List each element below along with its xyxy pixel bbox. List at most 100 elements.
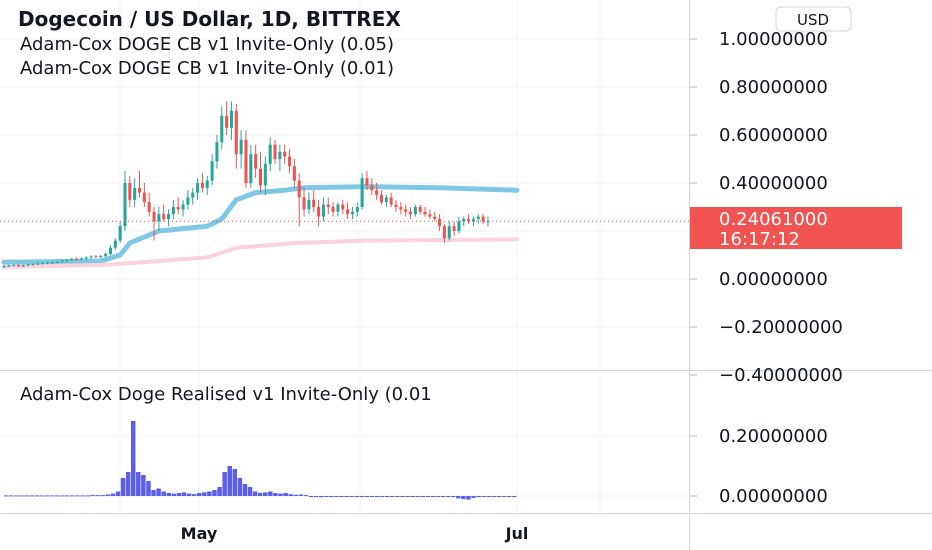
chart-legend: Dogecoin / US Dollar, 1D, BITTREX Adam-C… — [18, 7, 401, 79]
candle-body — [442, 226, 446, 239]
y-tick-label: −0.20000000 — [719, 317, 843, 338]
candle-body — [94, 256, 98, 258]
histogram-bar — [156, 488, 161, 496]
histogram-bar — [171, 493, 177, 496]
candle-body — [273, 144, 277, 159]
candle-body — [452, 226, 456, 231]
candle-body — [79, 258, 83, 260]
candle-body — [263, 163, 267, 186]
histogram-bar — [476, 496, 481, 498]
time-axis[interactable]: May Jul — [181, 524, 529, 543]
candle-body — [365, 178, 369, 186]
histogram-bar — [273, 493, 278, 496]
candle-body — [321, 204, 325, 217]
candle-body — [113, 240, 117, 248]
candle-body — [467, 219, 471, 222]
y-tick-label: 0.20000000 — [719, 426, 828, 447]
histogram-bar — [151, 490, 156, 496]
histogram-bar — [313, 496, 319, 497]
candle-body — [234, 111, 238, 155]
histogram-bar — [136, 472, 141, 496]
y-tick-label: 0.40000000 — [719, 173, 828, 194]
histogram-bar — [217, 487, 222, 496]
candle-body — [26, 264, 30, 266]
histogram-bar — [227, 466, 232, 496]
candle-body — [307, 199, 311, 210]
histogram-bar — [334, 496, 339, 497]
histogram-bar — [395, 496, 400, 497]
histogram-bar — [70, 495, 75, 497]
candle-body — [60, 260, 64, 262]
histogram-bar — [369, 496, 375, 497]
x-tick-label: May — [181, 524, 218, 543]
candle-body — [239, 139, 243, 155]
histogram-bar — [466, 496, 471, 500]
candle-body — [413, 207, 417, 215]
histogram-bar — [471, 496, 476, 498]
candle-body — [157, 214, 161, 222]
candle-body — [336, 204, 340, 212]
histogram-bar — [202, 492, 207, 496]
candle-body — [118, 226, 122, 241]
candle-body — [355, 207, 359, 212]
candlestick-series — [2, 101, 490, 268]
histogram-bar — [461, 496, 466, 499]
candle-body — [428, 214, 432, 217]
candle-body — [229, 111, 233, 128]
candle-body — [409, 211, 413, 215]
currency-button[interactable]: USD — [775, 6, 852, 32]
candle-body — [389, 197, 393, 205]
candle-body — [394, 204, 398, 207]
candle-body — [278, 151, 282, 159]
candle-body — [215, 142, 219, 162]
realised-histogram — [4, 421, 517, 500]
candle-body — [258, 168, 263, 186]
realised-axis[interactable]: 0.20000000 0.00000000 — [690, 426, 828, 507]
histogram-bar — [506, 496, 512, 497]
candle-body — [326, 204, 330, 207]
histogram-bar — [283, 493, 288, 496]
histogram-bar — [364, 496, 370, 497]
candle-body — [137, 187, 142, 193]
series-line — [2, 237, 519, 269]
histogram-bar — [64, 495, 70, 497]
candle-body — [128, 183, 132, 200]
candle-body — [65, 259, 69, 261]
histogram-bar — [95, 495, 100, 497]
candle-body — [12, 265, 16, 267]
histogram-bar — [293, 494, 298, 496]
histogram-bar — [207, 491, 212, 496]
candle-body — [181, 204, 185, 210]
histogram-bar — [496, 496, 502, 497]
histogram-bar — [49, 495, 55, 497]
histogram-bar — [456, 496, 461, 499]
histogram-bar — [445, 496, 451, 497]
histogram-bar — [222, 472, 227, 496]
histogram-bar — [511, 496, 517, 497]
candle-body — [297, 180, 301, 198]
histogram-bar — [24, 495, 29, 497]
histogram-bar — [110, 493, 116, 496]
candle-body — [447, 226, 451, 239]
histogram-bar — [130, 421, 136, 496]
candle-body — [75, 258, 79, 260]
histogram-bar — [323, 496, 329, 497]
histogram-bar — [115, 491, 121, 496]
histogram-bar — [349, 496, 354, 497]
histogram-bar — [252, 491, 258, 496]
y-tick-label: 0.00000000 — [719, 486, 828, 507]
histogram-bar — [176, 493, 182, 496]
histogram-bar — [247, 487, 253, 496]
candle-body — [123, 183, 127, 227]
candle-body — [457, 221, 461, 231]
candle-body — [254, 154, 258, 169]
histogram-bar — [278, 493, 283, 496]
histogram-bar — [339, 496, 344, 497]
candle-body — [404, 209, 408, 212]
candle-body — [16, 265, 21, 267]
histogram-bar — [344, 496, 349, 497]
candle-body — [210, 161, 214, 181]
histogram-bar — [491, 496, 497, 497]
